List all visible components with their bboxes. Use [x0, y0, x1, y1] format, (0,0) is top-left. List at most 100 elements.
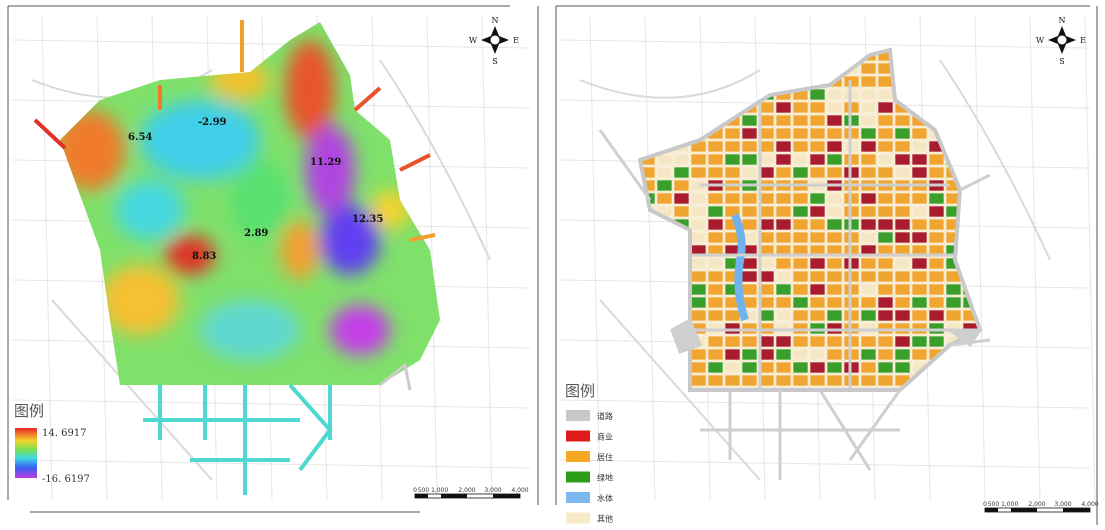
landuse-block — [792, 140, 809, 153]
landuse-block — [707, 192, 724, 205]
road — [11, 39, 531, 49]
landuse-block — [724, 348, 741, 361]
landuse-block — [826, 374, 843, 387]
landuse-block — [690, 309, 707, 322]
landuse-block — [962, 153, 979, 166]
compass: N W E S — [469, 16, 519, 66]
landuse-block — [809, 153, 826, 166]
landuse-block — [707, 101, 724, 114]
landuse-block — [809, 348, 826, 361]
landuse-block — [911, 88, 928, 101]
landuse-block — [945, 348, 962, 361]
landuse-block — [741, 361, 758, 374]
landuse-block — [826, 166, 843, 179]
landuse-block — [809, 62, 826, 75]
landuse-block — [640, 218, 656, 231]
landuse-block — [656, 374, 673, 387]
landuse-block — [894, 140, 911, 153]
landuse-block — [894, 75, 911, 88]
landuse-block — [877, 270, 894, 283]
landuse-block — [640, 322, 656, 335]
landuse-block — [724, 62, 741, 75]
landuse-block — [656, 322, 673, 335]
landuse-block — [979, 114, 980, 127]
landuse-block — [792, 50, 809, 62]
landuse-block — [741, 205, 758, 218]
landuse-block — [928, 387, 945, 390]
landuse-block — [911, 335, 928, 348]
landuse-block — [775, 166, 792, 179]
landuse-block — [928, 218, 945, 231]
landuse-block — [962, 75, 979, 88]
landuse-block — [707, 50, 724, 62]
landuse-block — [928, 192, 945, 205]
landuse-block — [979, 101, 980, 114]
landuse-block — [741, 50, 758, 62]
landuse-block — [962, 127, 979, 140]
landuse-block — [911, 218, 928, 231]
landuse-block — [877, 348, 894, 361]
landuse-block — [792, 296, 809, 309]
landuse-block — [911, 231, 928, 244]
landuse-block — [741, 335, 758, 348]
spot-label: 8.83 — [192, 251, 216, 262]
landuse-block — [877, 75, 894, 88]
road — [644, 14, 656, 501]
landuse-block — [724, 140, 741, 153]
landuse-block — [826, 50, 843, 62]
landuse-block — [877, 101, 894, 114]
landuse-block — [877, 192, 894, 205]
landuse-block — [775, 361, 792, 374]
scale-label: 4,000 — [511, 487, 528, 494]
landuse-block — [962, 205, 979, 218]
landuse-block — [860, 114, 877, 127]
district-boundary — [637, 47, 983, 392]
landuse-block — [979, 88, 980, 101]
landuse-block — [707, 348, 724, 361]
landuse-block — [979, 270, 980, 283]
landuse-block — [656, 192, 673, 205]
compass: N W E S — [1036, 16, 1086, 66]
landuse-block — [656, 62, 673, 75]
road — [11, 399, 531, 409]
legend-label: 道路 — [597, 411, 613, 421]
scale-label: 0 — [413, 487, 417, 494]
landuse-block — [826, 88, 843, 101]
landuse-block — [775, 296, 792, 309]
landuse-block — [707, 257, 724, 270]
landuse-block — [640, 296, 656, 309]
landuse-block — [928, 62, 945, 75]
landuse-block — [775, 114, 792, 127]
landuse-block — [792, 192, 809, 205]
landuse-block — [673, 192, 690, 205]
landuse-block — [911, 153, 928, 166]
landuse-block — [911, 205, 928, 218]
landuse-block — [775, 127, 792, 140]
landuse-block — [945, 101, 962, 114]
landuse-block — [877, 283, 894, 296]
legend-title: 图例 — [14, 402, 44, 420]
landuse-block — [894, 166, 911, 179]
landuse-block — [894, 153, 911, 166]
landuse-block — [911, 140, 928, 153]
legend-title: 图例 — [565, 382, 595, 400]
landuse-block — [792, 348, 809, 361]
landuse-block — [860, 140, 877, 153]
landuse-block — [894, 361, 911, 374]
water — [731, 213, 749, 322]
landuse-block — [656, 231, 673, 244]
landuse-block — [792, 62, 809, 75]
landuse-block — [707, 166, 724, 179]
landuse-block — [911, 387, 928, 390]
landuse-block — [656, 101, 673, 114]
landuse-block — [911, 348, 928, 361]
landuse-block — [741, 153, 758, 166]
landuse-block — [775, 205, 792, 218]
landuse-block — [945, 387, 962, 390]
landuse-block — [894, 270, 911, 283]
landuse-block — [690, 153, 707, 166]
landuse-block — [928, 50, 945, 62]
landuse-block — [877, 88, 894, 101]
